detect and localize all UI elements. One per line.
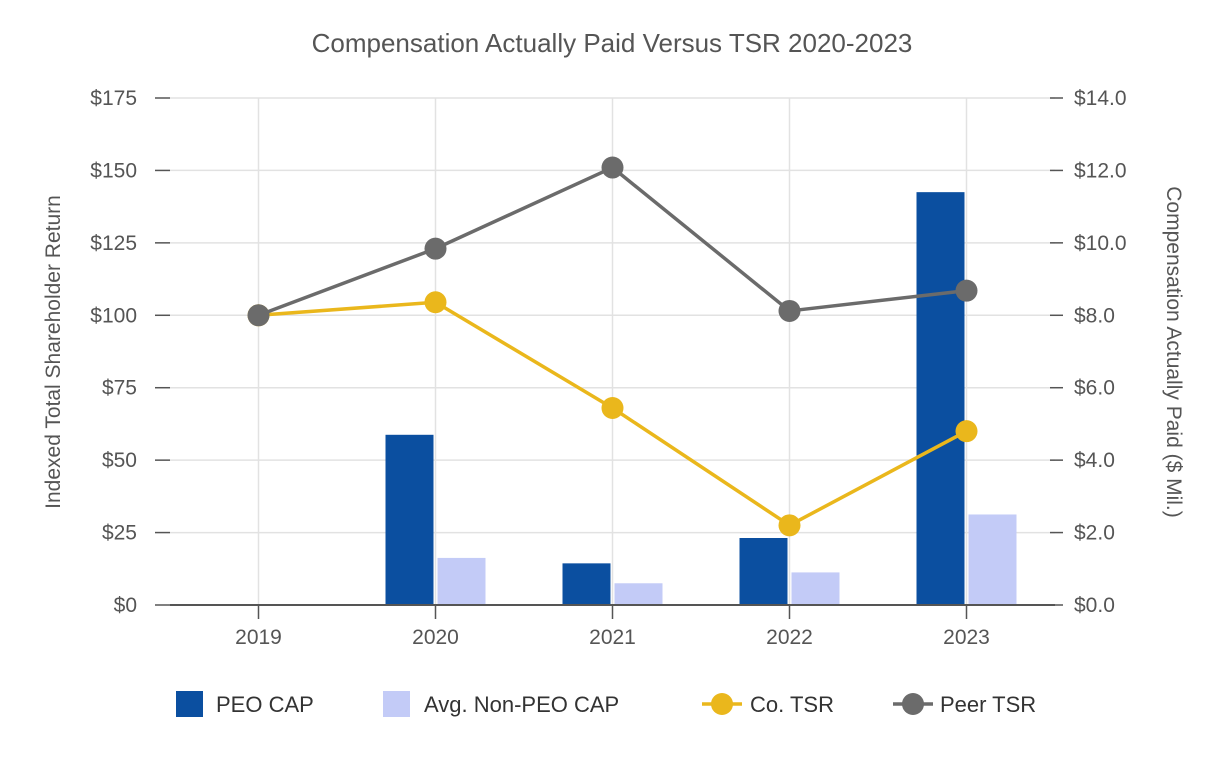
legend-label-peer-tsr: Peer TSR: [940, 692, 1036, 717]
y-right-tick-label: $12.0: [1074, 159, 1127, 182]
y-axis-left-title: Indexed Total Shareholder Return: [42, 195, 65, 509]
legend-marker-co-tsr: [711, 693, 733, 715]
y-right-tick-label: $4.0: [1074, 449, 1115, 472]
y-right-tick-label: $0.0: [1074, 594, 1115, 617]
y-right-tick-label: $2.0: [1074, 522, 1115, 545]
bar-peo-cap-2022: [739, 538, 788, 605]
bar-avg-non-peo-cap-2021: [614, 583, 663, 605]
legend-label-avg-non-peo-cap: Avg. Non-PEO CAP: [424, 692, 619, 717]
point-co-tsr-2021: [601, 396, 624, 419]
y-left-tick-label: $175: [90, 87, 137, 110]
legend-marker-peer-tsr: [902, 693, 924, 715]
legend-swatch-peo-cap: [176, 691, 203, 717]
y-left-tick-label: $0: [114, 594, 137, 617]
chart-title: Compensation Actually Paid Versus TSR 20…: [312, 28, 913, 58]
x-tick-label: 2023: [943, 626, 990, 649]
legend-label-peo-cap: PEO CAP: [216, 692, 314, 717]
x-tick-label: 2019: [235, 626, 282, 649]
x-tick-label: 2021: [589, 626, 636, 649]
bar-peo-cap-2020: [385, 434, 434, 605]
y-axis-right-title: Compensation Actually Paid ($ Mil.): [1162, 186, 1185, 517]
y-left-tick-label: $150: [90, 159, 137, 182]
x-tick-label: 2020: [412, 626, 459, 649]
point-co-tsr-2023: [955, 420, 978, 443]
legend-label-co-tsr: Co. TSR: [750, 692, 834, 717]
y-right-tick-label: $8.0: [1074, 304, 1115, 327]
bar-avg-non-peo-cap-2023: [968, 514, 1017, 605]
bar-avg-non-peo-cap-2020: [437, 557, 486, 605]
bars: [385, 192, 1017, 605]
bar-peo-cap-2021: [562, 563, 611, 605]
point-peer-tsr-2023: [955, 279, 978, 302]
bar-avg-non-peo-cap-2022: [791, 572, 840, 605]
y-right-tick-label: $6.0: [1074, 377, 1115, 400]
point-peer-tsr-2019: [247, 304, 270, 327]
point-co-tsr-2022: [778, 514, 801, 537]
y-left-tick-label: $125: [90, 232, 137, 255]
legend-swatch-avg-non-peo-cap: [383, 691, 410, 717]
point-peer-tsr-2022: [778, 299, 801, 322]
bar-peo-cap-2023: [916, 192, 965, 605]
x-tick-label: 2022: [766, 626, 813, 649]
y-left-tick-label: $75: [102, 377, 137, 400]
y-left-tick-label: $25: [102, 522, 137, 545]
point-peer-tsr-2020: [424, 237, 447, 260]
y-left-tick-label: $50: [102, 449, 137, 472]
y-right-tick-label: $10.0: [1074, 232, 1127, 255]
legend: PEO CAP Avg. Non-PEO CAP Co. TSR Peer TSR: [176, 691, 1036, 717]
point-peer-tsr-2021: [601, 156, 624, 179]
y-left-tick-label: $100: [90, 304, 137, 327]
lines: [247, 156, 978, 537]
y-right-tick-label: $14.0: [1074, 87, 1127, 110]
axes: $0 $25 $50 $75 $100 $125 $150 $175 $0.0 $2.0 $4.0 $…: [90, 87, 1126, 649]
point-co-tsr-2020: [424, 291, 447, 314]
